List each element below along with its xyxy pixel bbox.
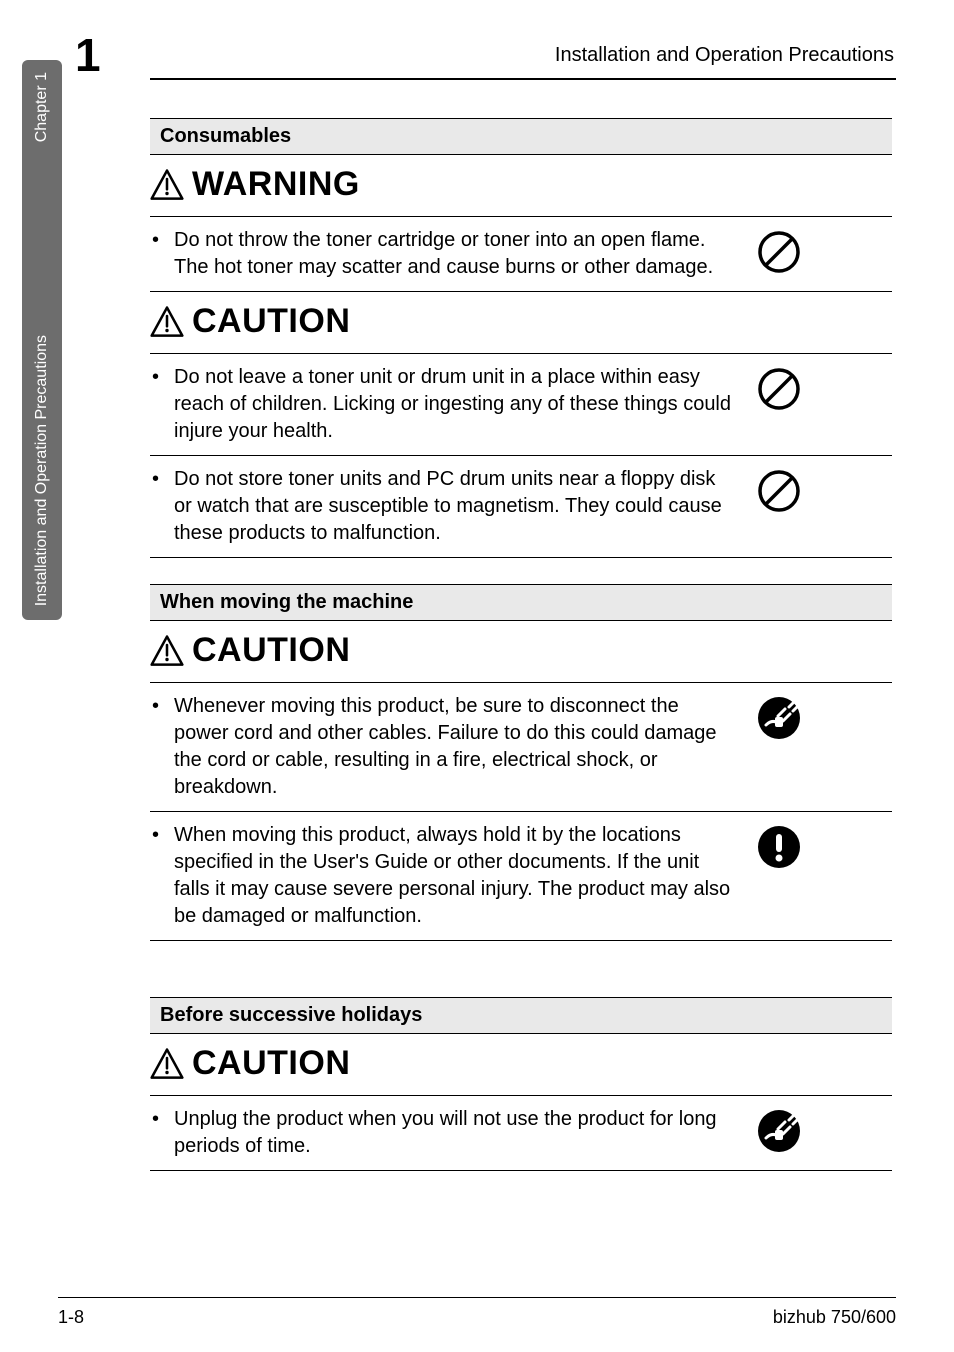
caution-label: CAUTION — [192, 1044, 350, 1083]
caution-triangle-icon — [150, 634, 184, 668]
prohibit-icon — [756, 468, 802, 514]
item-text: Do not leave a toner unit or drum unit i… — [174, 364, 742, 445]
section-title: When moving the machine — [150, 584, 892, 621]
prohibit-icon — [756, 366, 802, 412]
warning-label-row: WARNING — [150, 155, 892, 217]
section-gap — [150, 558, 892, 584]
warning-item: • Do not throw the toner cartridge or to… — [150, 217, 892, 292]
item-icon-col — [742, 364, 892, 412]
item-text: Whenever moving this product, be sure to… — [174, 693, 742, 801]
item-icon-col — [742, 822, 892, 870]
item-text: Unplug the product when you will not use… — [174, 1106, 742, 1160]
bullet: • — [150, 1106, 174, 1132]
caution-item: • Do not store toner units and PC drum u… — [150, 456, 892, 558]
header-rule — [150, 78, 896, 80]
content-area: Consumables WARNING • Do not throw the t… — [150, 118, 892, 1171]
section-gap — [150, 941, 892, 997]
item-text: Do not throw the toner cartridge or tone… — [174, 227, 742, 281]
caution-triangle-icon — [150, 305, 184, 339]
warning-triangle-icon — [150, 168, 184, 202]
side-tab: Chapter 1 Installation and Operation Pre… — [22, 60, 62, 620]
footer-page-number: 1-8 — [58, 1307, 84, 1328]
bullet: • — [150, 227, 174, 253]
side-tab-chapter: Chapter 1 — [33, 72, 51, 142]
caution-label-row: CAUTION — [150, 621, 892, 683]
unplug-icon — [756, 1108, 802, 1154]
footer-model: bizhub 750/600 — [773, 1307, 896, 1328]
item-icon-col — [742, 227, 892, 275]
mandatory-icon — [756, 824, 802, 870]
item-text: Do not store toner units and PC drum uni… — [174, 466, 742, 547]
caution-item: • When moving this product, always hold … — [150, 812, 892, 941]
bullet: • — [150, 693, 174, 719]
item-icon-col — [742, 693, 892, 741]
item-icon-col — [742, 466, 892, 514]
footer-rule — [58, 1297, 896, 1298]
caution-item: • Unplug the product when you will not u… — [150, 1096, 892, 1171]
caution-label: CAUTION — [192, 302, 350, 341]
bullet: • — [150, 466, 174, 492]
bullet: • — [150, 364, 174, 390]
item-text: When moving this product, always hold it… — [174, 822, 742, 930]
caution-label-row: CAUTION — [150, 1034, 892, 1096]
unplug-icon — [756, 695, 802, 741]
caution-item: • Do not leave a toner unit or drum unit… — [150, 354, 892, 456]
running-header: Installation and Operation Precautions — [555, 44, 894, 67]
side-tab-section: Installation and Operation Precautions — [33, 335, 51, 606]
section-title: Consumables — [150, 118, 892, 155]
caution-triangle-icon — [150, 1047, 184, 1081]
bullet: • — [150, 822, 174, 848]
item-icon-col — [742, 1106, 892, 1154]
caution-label: CAUTION — [192, 631, 350, 670]
warning-label: WARNING — [192, 165, 360, 204]
prohibit-icon — [756, 229, 802, 275]
caution-label-row: CAUTION — [150, 292, 892, 354]
caution-item: • Whenever moving this product, be sure … — [150, 683, 892, 812]
section-title: Before successive holidays — [150, 997, 892, 1034]
chapter-number: 1 — [75, 28, 101, 82]
